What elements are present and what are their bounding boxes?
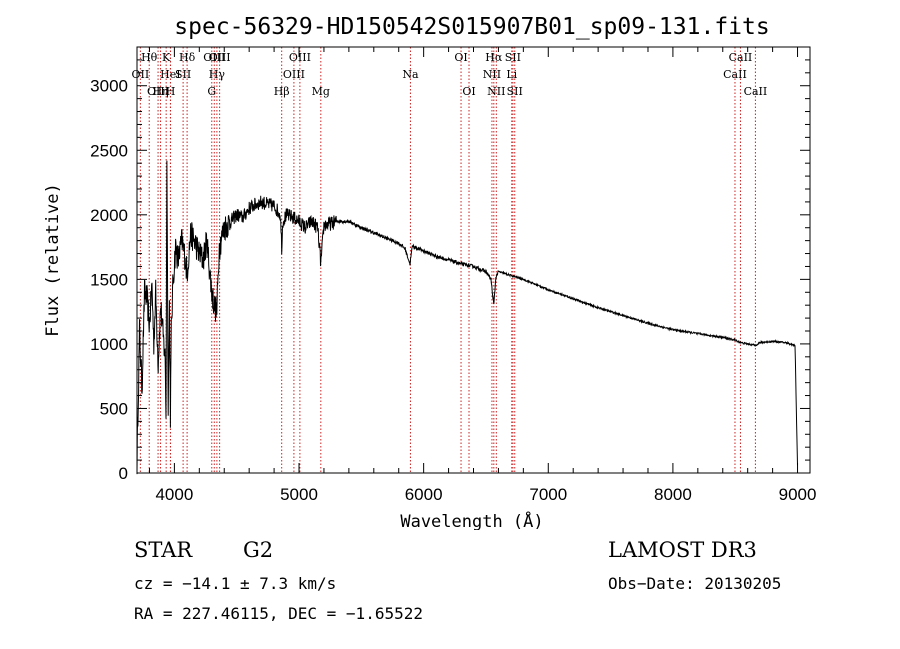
emission-line-label: Hγ <box>209 68 226 81</box>
spectrum-chart: spec-56329-HD150542S015907B01_sp09-131.f… <box>43 14 817 530</box>
x-axis-ticks: 4000 5000 6000 7000 8000 9000 <box>148 47 817 504</box>
emission-line-label: Hθ <box>141 51 158 64</box>
emission-line-label: Hδ <box>179 51 196 64</box>
plot-frame <box>136 46 811 474</box>
emission-line-label: G <box>207 85 216 98</box>
emission-line-label: OIII <box>283 68 305 81</box>
emission-line-label: K <box>162 51 171 64</box>
spectrum-line <box>136 160 798 475</box>
emission-line-label: Li <box>506 68 517 81</box>
x-tick-label: 5000 <box>280 485 318 504</box>
emission-line-label: SII <box>507 85 523 98</box>
coordinates: RA = 227.46115, DEC = −1.65522 <box>134 604 423 623</box>
emission-line-label: OIII <box>289 51 311 64</box>
y-tick-label: 0 <box>119 464 128 483</box>
emission-line-markers <box>139 47 756 473</box>
x-tick-label: 4000 <box>155 485 193 504</box>
x-tick-label: 9000 <box>779 485 817 504</box>
y-tick-label: 1500 <box>90 270 128 289</box>
emission-line-label: SII <box>505 51 521 64</box>
y-axis-label: Flux (relative) <box>43 183 63 337</box>
y-axis-ticks: 0 500 1000 1500 2000 2500 3000 <box>90 59 810 483</box>
emission-line-label: HeI <box>160 68 180 81</box>
x-tick-label: 8000 <box>654 485 692 504</box>
emission-line-label: NII <box>487 85 505 98</box>
object-subclass: G2 <box>243 538 274 562</box>
emission-line-label: OI <box>462 85 475 98</box>
emission-line-label: CaII <box>723 68 747 81</box>
emission-line-label: H <box>166 85 176 98</box>
emission-line-label: CaII <box>744 85 768 98</box>
emission-line-label: Hβ <box>274 85 290 98</box>
emission-line-label: OIII <box>209 51 231 64</box>
emission-line-label: Na <box>402 68 419 81</box>
x-axis-label: Wavelength (Å) <box>400 510 543 530</box>
x-tick-label: 7000 <box>529 485 567 504</box>
obs-date: Obs−Date: 20130205 <box>608 574 782 593</box>
survey-name: LAMOST DR3 <box>608 538 757 562</box>
y-tick-label: 3000 <box>90 77 128 96</box>
y-tick-label: 2500 <box>90 141 128 160</box>
emission-line-label: SII <box>175 68 191 81</box>
chart-title: spec-56329-HD150542S015907B01_sp09-131.f… <box>174 14 769 40</box>
emission-line-label: Hη <box>152 85 168 98</box>
redshift-cz: cz = −14.1 ± 7.3 km/s <box>134 574 337 593</box>
emission-line-label: NII <box>483 68 501 81</box>
emission-line-label: CaII <box>729 51 753 64</box>
emission-line-label: OIII <box>147 85 169 98</box>
emission-line-label: OI <box>454 51 467 64</box>
object-class: STAR <box>134 538 193 562</box>
emission-line-label: Mg <box>312 85 330 98</box>
y-tick-label: 500 <box>100 399 128 418</box>
emission-line-label: Hα <box>485 51 503 64</box>
emission-line-label: OIII <box>203 51 225 64</box>
x-tick-label: 6000 <box>405 485 443 504</box>
y-tick-label: 2000 <box>90 206 128 225</box>
emission-line-label: OII <box>132 68 150 81</box>
y-tick-label: 1000 <box>90 335 128 354</box>
